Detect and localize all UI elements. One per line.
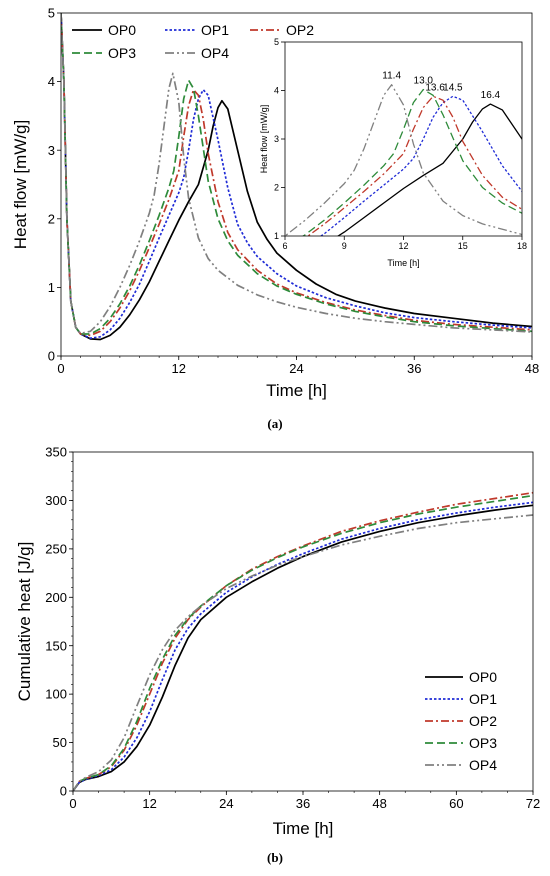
y-tick-label: 200 <box>45 590 67 605</box>
y-tick-label: 5 <box>274 37 279 47</box>
series-line-op1 <box>319 95 522 236</box>
legend-label-op2: OP2 <box>469 713 497 729</box>
y-tick-label: 4 <box>274 86 279 96</box>
x-tick-label: 36 <box>407 361 421 376</box>
series-group <box>61 13 532 341</box>
series-line-op4 <box>285 84 522 236</box>
y-tick-label: 350 <box>45 445 67 460</box>
x-tick-label: 12 <box>142 796 156 811</box>
legend-label-op3: OP3 <box>469 735 497 751</box>
peak-annotation: 11.4 <box>382 71 401 82</box>
legend-label-op0: OP0 <box>469 669 497 685</box>
x-tick-label: 72 <box>526 796 540 811</box>
x-axis-label: Time [h] <box>266 381 327 400</box>
y-tick-label: 1 <box>274 231 279 241</box>
x-axis-label: Time [h] <box>387 258 419 268</box>
caption-b: (b) <box>267 850 283 865</box>
y-tick-label: 100 <box>45 687 67 702</box>
legend-label-op4: OP4 <box>469 757 497 773</box>
x-tick-label: 12 <box>172 361 186 376</box>
series-group <box>285 84 522 236</box>
series-line-op3 <box>61 13 532 335</box>
legend-label-op0: OP0 <box>108 22 136 38</box>
x-tick-label: 9 <box>342 241 347 251</box>
legend-label-op1: OP1 <box>469 691 497 707</box>
y-tick-label: 2 <box>274 183 279 193</box>
y-tick-label: 1 <box>48 280 55 295</box>
y-tick-label: 150 <box>45 638 67 653</box>
y-axis-label: Heat flow [mW/g] <box>11 120 30 249</box>
y-tick-label: 300 <box>45 493 67 508</box>
y-tick-label: 50 <box>53 735 67 750</box>
y-axis-label: Cumulative heat [J/g] <box>15 542 34 702</box>
y-tick-label: 4 <box>48 74 55 89</box>
series-line-op0 <box>73 504 533 791</box>
legend-label-op3: OP3 <box>108 45 136 61</box>
y-tick-label: 3 <box>274 134 279 144</box>
x-tick-label: 24 <box>289 361 303 376</box>
peak-annotation: 16.4 <box>481 90 501 101</box>
y-tick-label: 3 <box>48 143 55 158</box>
x-tick-label: 0 <box>57 361 64 376</box>
legend-label-op1: OP1 <box>201 22 229 38</box>
x-tick-label: 15 <box>458 241 468 251</box>
series-line-op4 <box>61 13 532 335</box>
x-tick-label: 24 <box>219 796 233 811</box>
series-line-op0 <box>336 103 522 236</box>
y-axis-label: Heat flow [mW/g] <box>259 105 269 174</box>
series-line-op1 <box>61 13 532 340</box>
x-tick-label: 48 <box>525 361 539 376</box>
x-tick-label: 36 <box>296 796 310 811</box>
x-tick-label: 60 <box>449 796 463 811</box>
series-line-op2 <box>73 491 533 791</box>
x-tick-label: 48 <box>372 796 386 811</box>
y-tick-label: 2 <box>48 211 55 226</box>
x-tick-label: 12 <box>398 241 408 251</box>
peak-annotation: 14.5 <box>443 82 463 93</box>
x-axis-label: Time [h] <box>273 819 334 838</box>
y-tick-label: 0 <box>48 349 55 364</box>
y-tick-label: 0 <box>60 784 67 799</box>
series-line-op4 <box>73 514 533 791</box>
y-tick-label: 250 <box>45 541 67 556</box>
x-tick-label: 18 <box>517 241 527 251</box>
x-tick-label: 6 <box>282 241 287 251</box>
y-tick-label: 5 <box>48 6 55 21</box>
cumulative-heat-chart: 0 12 24 36 48 60 72 0 50 100 150 200 250 300 350 Time [… <box>15 445 540 838</box>
x-tick-label: 0 <box>69 796 76 811</box>
series-line-op1 <box>73 501 533 791</box>
series-line-op3 <box>73 494 533 791</box>
series-line-op2 <box>306 95 522 236</box>
caption-a: (a) <box>267 416 282 431</box>
series-group <box>73 491 533 791</box>
legend-label-op4: OP4 <box>201 45 229 61</box>
peak-annotation: 13.6 <box>425 82 445 93</box>
series-line-op3 <box>302 88 522 236</box>
peak-annotation: 13.0 <box>414 76 434 87</box>
legend-label-op2: OP2 <box>286 22 314 38</box>
